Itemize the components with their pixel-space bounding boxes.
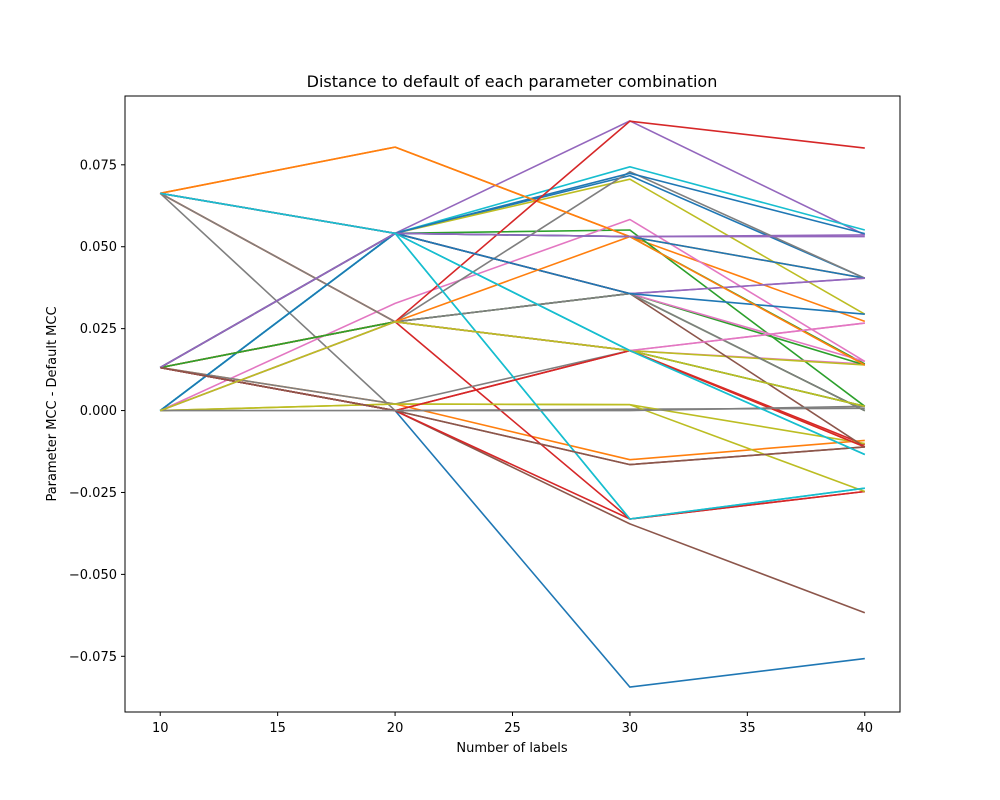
x-tick-label-0: 10 xyxy=(152,721,169,736)
series-layer xyxy=(159,120,866,688)
series-line-50 xyxy=(160,192,866,456)
y-tick-label-1: −0.050 xyxy=(69,568,117,583)
y-tick-label-6: 0.075 xyxy=(80,158,117,173)
x-axis-label: Number of labels xyxy=(456,741,567,756)
x-tick-label-1: 15 xyxy=(269,721,286,736)
y-axis-ticks: −0.075 −0.050 −0.025 0.000 0.025 0.050 0.075 xyxy=(69,158,125,665)
y-tick-label-4: 0.025 xyxy=(80,322,117,337)
series-line-49 xyxy=(159,320,865,412)
chart-title: Distance to default of each parameter co… xyxy=(307,72,718,91)
x-axis-ticks: 10 15 20 25 30 35 40 xyxy=(152,712,873,736)
series-line-17 xyxy=(159,218,866,412)
y-tick-label-5: 0.050 xyxy=(80,240,117,255)
series-line-45 xyxy=(159,232,865,369)
series-line-41 xyxy=(159,232,865,412)
x-tick-label-2: 20 xyxy=(387,721,404,736)
y-axis-label: Parameter MCC - Default MCC xyxy=(45,306,60,501)
series-line-48 xyxy=(160,405,865,412)
y-tick-label-2: −0.025 xyxy=(69,486,117,501)
series-line-46 xyxy=(160,366,865,466)
series-line-39 xyxy=(160,403,866,493)
x-tick-label-6: 40 xyxy=(856,721,873,736)
x-tick-label-5: 35 xyxy=(739,721,756,736)
x-tick-label-3: 25 xyxy=(504,721,521,736)
y-tick-label-0: −0.075 xyxy=(69,650,117,665)
x-tick-label-4: 30 xyxy=(622,721,639,736)
series-line-38 xyxy=(159,192,866,412)
plot-frame xyxy=(124,95,901,713)
y-tick-label-3: 0.000 xyxy=(80,404,117,419)
